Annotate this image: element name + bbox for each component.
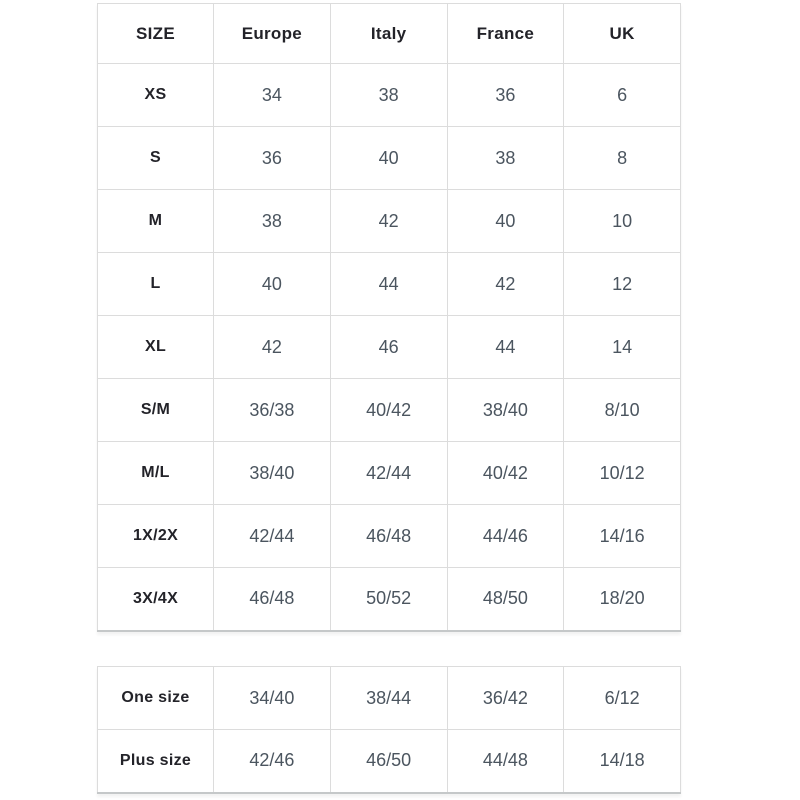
size-value-cell: 42: [446, 252, 565, 316]
column-header: Europe: [213, 3, 331, 64]
size-value-cell: 46/50: [329, 729, 448, 793]
size-value-cell: 18/20: [563, 567, 681, 631]
size-value-cell: 42: [329, 189, 448, 253]
size-value-cell: 6/12: [563, 666, 681, 730]
size-value-cell: 44/46: [446, 504, 565, 568]
row-label: S: [97, 126, 214, 190]
row-label: L: [97, 252, 214, 316]
size-value-cell: 44: [446, 315, 565, 379]
special-table-body: One size 34/40 38/44 36/42 6/12 Plus size 42/4…: [97, 666, 681, 793]
size-value-cell: 36/38: [213, 378, 331, 442]
table-row: 3X/4X 46/48 50/52 48/50 18/20: [97, 567, 681, 631]
size-table-body: XS 34 38 36 6 S 36 40 38 8 M 38 42 40 10 L 40 44 42 12 XL 42 4…: [97, 63, 681, 631]
size-value-cell: 38: [329, 63, 448, 127]
row-label: Plus size: [97, 729, 214, 793]
size-table-header: SIZE Europe Italy France UK: [97, 3, 681, 64]
row-label: XS: [97, 63, 214, 127]
column-header: UK: [563, 3, 681, 64]
size-value-cell: 46/48: [329, 504, 448, 568]
size-value-cell: 48/50: [446, 567, 565, 631]
column-header: Italy: [329, 3, 448, 64]
column-header: France: [446, 3, 565, 64]
size-value-cell: 46: [329, 315, 448, 379]
size-value-cell: 10: [563, 189, 681, 253]
size-value-cell: 14/16: [563, 504, 681, 568]
row-label: 3X/4X: [97, 567, 214, 631]
table-row: M 38 42 40 10: [97, 189, 681, 253]
table-row: Plus size 42/46 46/50 44/48 14/18: [97, 729, 681, 793]
size-value-cell: 46/48: [213, 567, 331, 631]
size-value-cell: 40/42: [446, 441, 565, 505]
table-row: M/L 38/40 42/44 40/42 10/12: [97, 441, 681, 505]
row-label: One size: [97, 666, 214, 730]
size-value-cell: 14: [563, 315, 681, 379]
size-value-cell: 34/40: [213, 666, 331, 730]
size-value-cell: 42: [213, 315, 331, 379]
size-value-cell: 42/46: [213, 729, 331, 793]
size-value-cell: 12: [563, 252, 681, 316]
column-header: SIZE: [97, 3, 214, 64]
size-value-cell: 38/44: [329, 666, 448, 730]
size-value-cell: 36: [213, 126, 331, 190]
size-value-cell: 40: [213, 252, 331, 316]
special-sizes-table: One size 34/40 38/44 36/42 6/12 Plus size 42/4…: [97, 666, 681, 794]
table-row: One size 34/40 38/44 36/42 6/12: [97, 666, 681, 730]
table-row: 1X/2X 42/44 46/48 44/46 14/16: [97, 504, 681, 568]
size-value-cell: 38: [213, 189, 331, 253]
size-value-cell: 40: [329, 126, 448, 190]
size-value-cell: 38/40: [213, 441, 331, 505]
size-value-cell: 42/44: [329, 441, 448, 505]
table-row: L 40 44 42 12: [97, 252, 681, 316]
size-value-cell: 40: [446, 189, 565, 253]
row-label: 1X/2X: [97, 504, 214, 568]
row-label: XL: [97, 315, 214, 379]
size-value-cell: 14/18: [563, 729, 681, 793]
size-value-cell: 44: [329, 252, 448, 316]
row-label: M: [97, 189, 214, 253]
row-label: S/M: [97, 378, 214, 442]
size-value-cell: 8/10: [563, 378, 681, 442]
table-row: XS 34 38 36 6: [97, 63, 681, 127]
size-value-cell: 36: [446, 63, 565, 127]
size-value-cell: 34: [213, 63, 331, 127]
table-row: XL 42 46 44 14: [97, 315, 681, 379]
size-value-cell: 44/48: [446, 729, 565, 793]
size-value-cell: 42/44: [213, 504, 331, 568]
size-value-cell: 38/40: [446, 378, 565, 442]
table-row: S 36 40 38 8: [97, 126, 681, 190]
size-value-cell: 40/42: [329, 378, 448, 442]
size-value-cell: 38: [446, 126, 565, 190]
row-label: M/L: [97, 441, 214, 505]
size-value-cell: 10/12: [563, 441, 681, 505]
header-row: SIZE Europe Italy France UK: [97, 3, 681, 64]
size-value-cell: 8: [563, 126, 681, 190]
size-value-cell: 6: [563, 63, 681, 127]
size-value-cell: 36/42: [446, 666, 565, 730]
size-conversion-table: SIZE Europe Italy France UK XS 34 38 36 6 S 36 40 38…: [97, 3, 681, 632]
size-value-cell: 50/52: [329, 567, 448, 631]
table-row: S/M 36/38 40/42 38/40 8/10: [97, 378, 681, 442]
